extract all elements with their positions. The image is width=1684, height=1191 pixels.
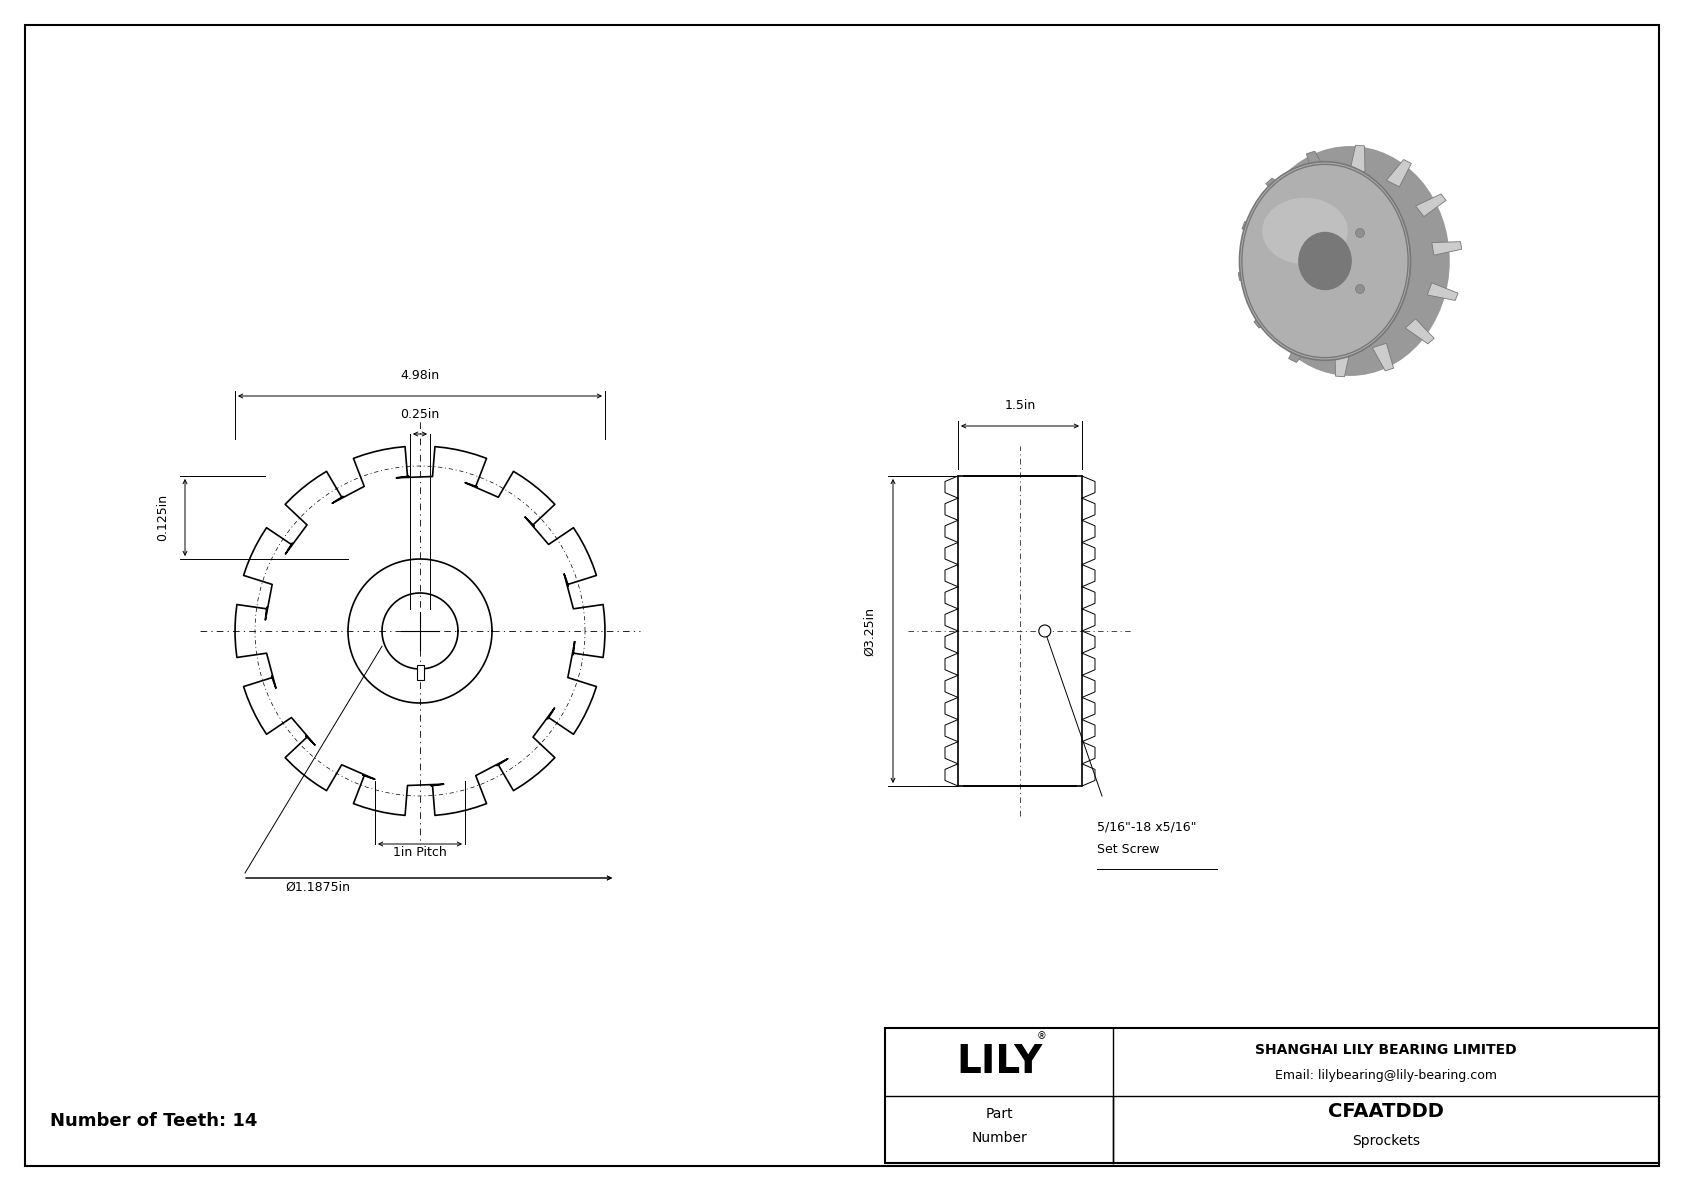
Circle shape <box>1356 285 1364 293</box>
Polygon shape <box>1404 319 1435 344</box>
Bar <box>958 476 1083 786</box>
Polygon shape <box>1431 242 1462 255</box>
Circle shape <box>1356 229 1364 237</box>
Ellipse shape <box>1263 198 1347 264</box>
Ellipse shape <box>1298 232 1351 289</box>
Text: 0.125in: 0.125in <box>157 494 170 541</box>
Text: ®: ® <box>1036 1030 1046 1041</box>
Text: Ø3.25in: Ø3.25in <box>864 606 876 655</box>
Text: 1.5in: 1.5in <box>1004 399 1036 412</box>
Ellipse shape <box>1250 146 1450 376</box>
Text: CFAATDDD: CFAATDDD <box>1329 1102 1445 1121</box>
Text: Part: Part <box>985 1106 1014 1121</box>
Polygon shape <box>1335 350 1351 376</box>
Polygon shape <box>1307 151 1327 179</box>
Ellipse shape <box>1239 162 1411 360</box>
Polygon shape <box>1238 267 1268 280</box>
Text: 5/16"-18 x5/16": 5/16"-18 x5/16" <box>1096 821 1197 834</box>
Text: Set Screw: Set Screw <box>1096 843 1160 856</box>
Polygon shape <box>1428 282 1458 300</box>
Text: Email: lilybearing@lily-bearing.com: Email: lilybearing@lily-bearing.com <box>1275 1070 1497 1083</box>
Polygon shape <box>1386 160 1411 187</box>
Polygon shape <box>1266 179 1295 204</box>
Polygon shape <box>1243 222 1273 239</box>
Text: 0.25in: 0.25in <box>401 409 440 420</box>
Polygon shape <box>1288 335 1314 362</box>
Ellipse shape <box>1241 164 1408 357</box>
Polygon shape <box>1372 343 1394 370</box>
Circle shape <box>1039 625 1051 637</box>
Text: Ø1.1875in: Ø1.1875in <box>285 881 350 894</box>
Polygon shape <box>1351 145 1366 172</box>
Text: Sprockets: Sprockets <box>1352 1135 1420 1148</box>
Text: 1in Pitch: 1in Pitch <box>392 846 446 859</box>
Text: SHANGHAI LILY BEARING LIMITED: SHANGHAI LILY BEARING LIMITED <box>1255 1043 1517 1056</box>
Text: LILY: LILY <box>957 1043 1042 1080</box>
Polygon shape <box>1416 194 1447 217</box>
Text: Number: Number <box>972 1130 1027 1145</box>
Text: 4.98in: 4.98in <box>401 369 440 382</box>
Text: Number of Teeth: 14: Number of Teeth: 14 <box>51 1112 258 1130</box>
Bar <box>416 665 423 680</box>
Polygon shape <box>1255 305 1285 328</box>
Bar <box>886 1028 1659 1162</box>
